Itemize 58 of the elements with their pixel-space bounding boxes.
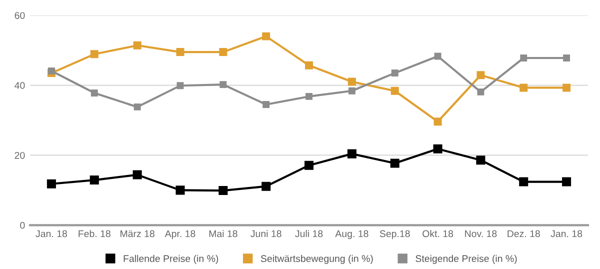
point	[304, 160, 314, 170]
point	[90, 50, 98, 58]
x-tick-label: Juni 18	[250, 230, 282, 238]
point	[220, 81, 227, 88]
point	[391, 70, 398, 77]
point	[476, 71, 485, 80]
x-tick-label: März 18	[120, 230, 154, 238]
point	[347, 149, 356, 158]
point	[132, 170, 142, 180]
point	[219, 48, 228, 56]
point	[520, 54, 528, 62]
x-tick-label: Juli 18	[295, 230, 323, 238]
point	[262, 32, 270, 40]
x-tick-label: Sep.18	[380, 230, 410, 240]
legend-label: Seitwärtsbewegung (in %)	[260, 254, 373, 264]
x-tick-label: Aug. 18	[335, 230, 368, 240]
x-tick-label: Feb. 18	[78, 230, 110, 238]
point	[390, 158, 400, 168]
y-tick-label: 40	[14, 82, 25, 89]
point	[48, 67, 55, 74]
x-tick-label: Mai 18	[209, 230, 238, 238]
point	[305, 61, 313, 70]
point	[90, 89, 98, 96]
legend-label: Fallende Preise (in %)	[124, 254, 218, 264]
point	[133, 41, 142, 50]
legend-label: Steigende Preise (in %)	[416, 254, 517, 264]
point	[262, 101, 270, 108]
point	[176, 186, 185, 195]
point	[262, 182, 271, 191]
point	[390, 86, 399, 95]
point	[433, 144, 442, 154]
point	[562, 84, 571, 92]
point	[218, 186, 228, 196]
y-tick-label: 20	[14, 152, 25, 159]
x-tick-label: Okt. 18	[422, 230, 454, 238]
point	[519, 177, 528, 186]
point	[90, 176, 99, 185]
x-tick-label: Nov. 18	[465, 230, 497, 238]
point	[176, 82, 184, 90]
point	[348, 78, 356, 86]
point	[46, 179, 56, 188]
point	[520, 84, 528, 92]
point	[134, 103, 141, 110]
point	[563, 54, 570, 62]
point	[348, 87, 356, 94]
point	[477, 88, 484, 96]
x-tick-label: Dez. 18	[508, 230, 540, 238]
point	[306, 92, 312, 100]
x-tick-label: Jan. 18	[550, 230, 582, 238]
point	[562, 177, 572, 186]
point	[434, 118, 442, 126]
x-tick-label: Apr. 18	[164, 230, 196, 240]
point	[434, 52, 442, 60]
y-tick-label: 60	[14, 12, 25, 19]
y-tick-label: 0	[20, 222, 25, 229]
x-tick-label: Jan. 18	[36, 230, 67, 238]
point	[176, 48, 184, 56]
point	[476, 156, 486, 165]
